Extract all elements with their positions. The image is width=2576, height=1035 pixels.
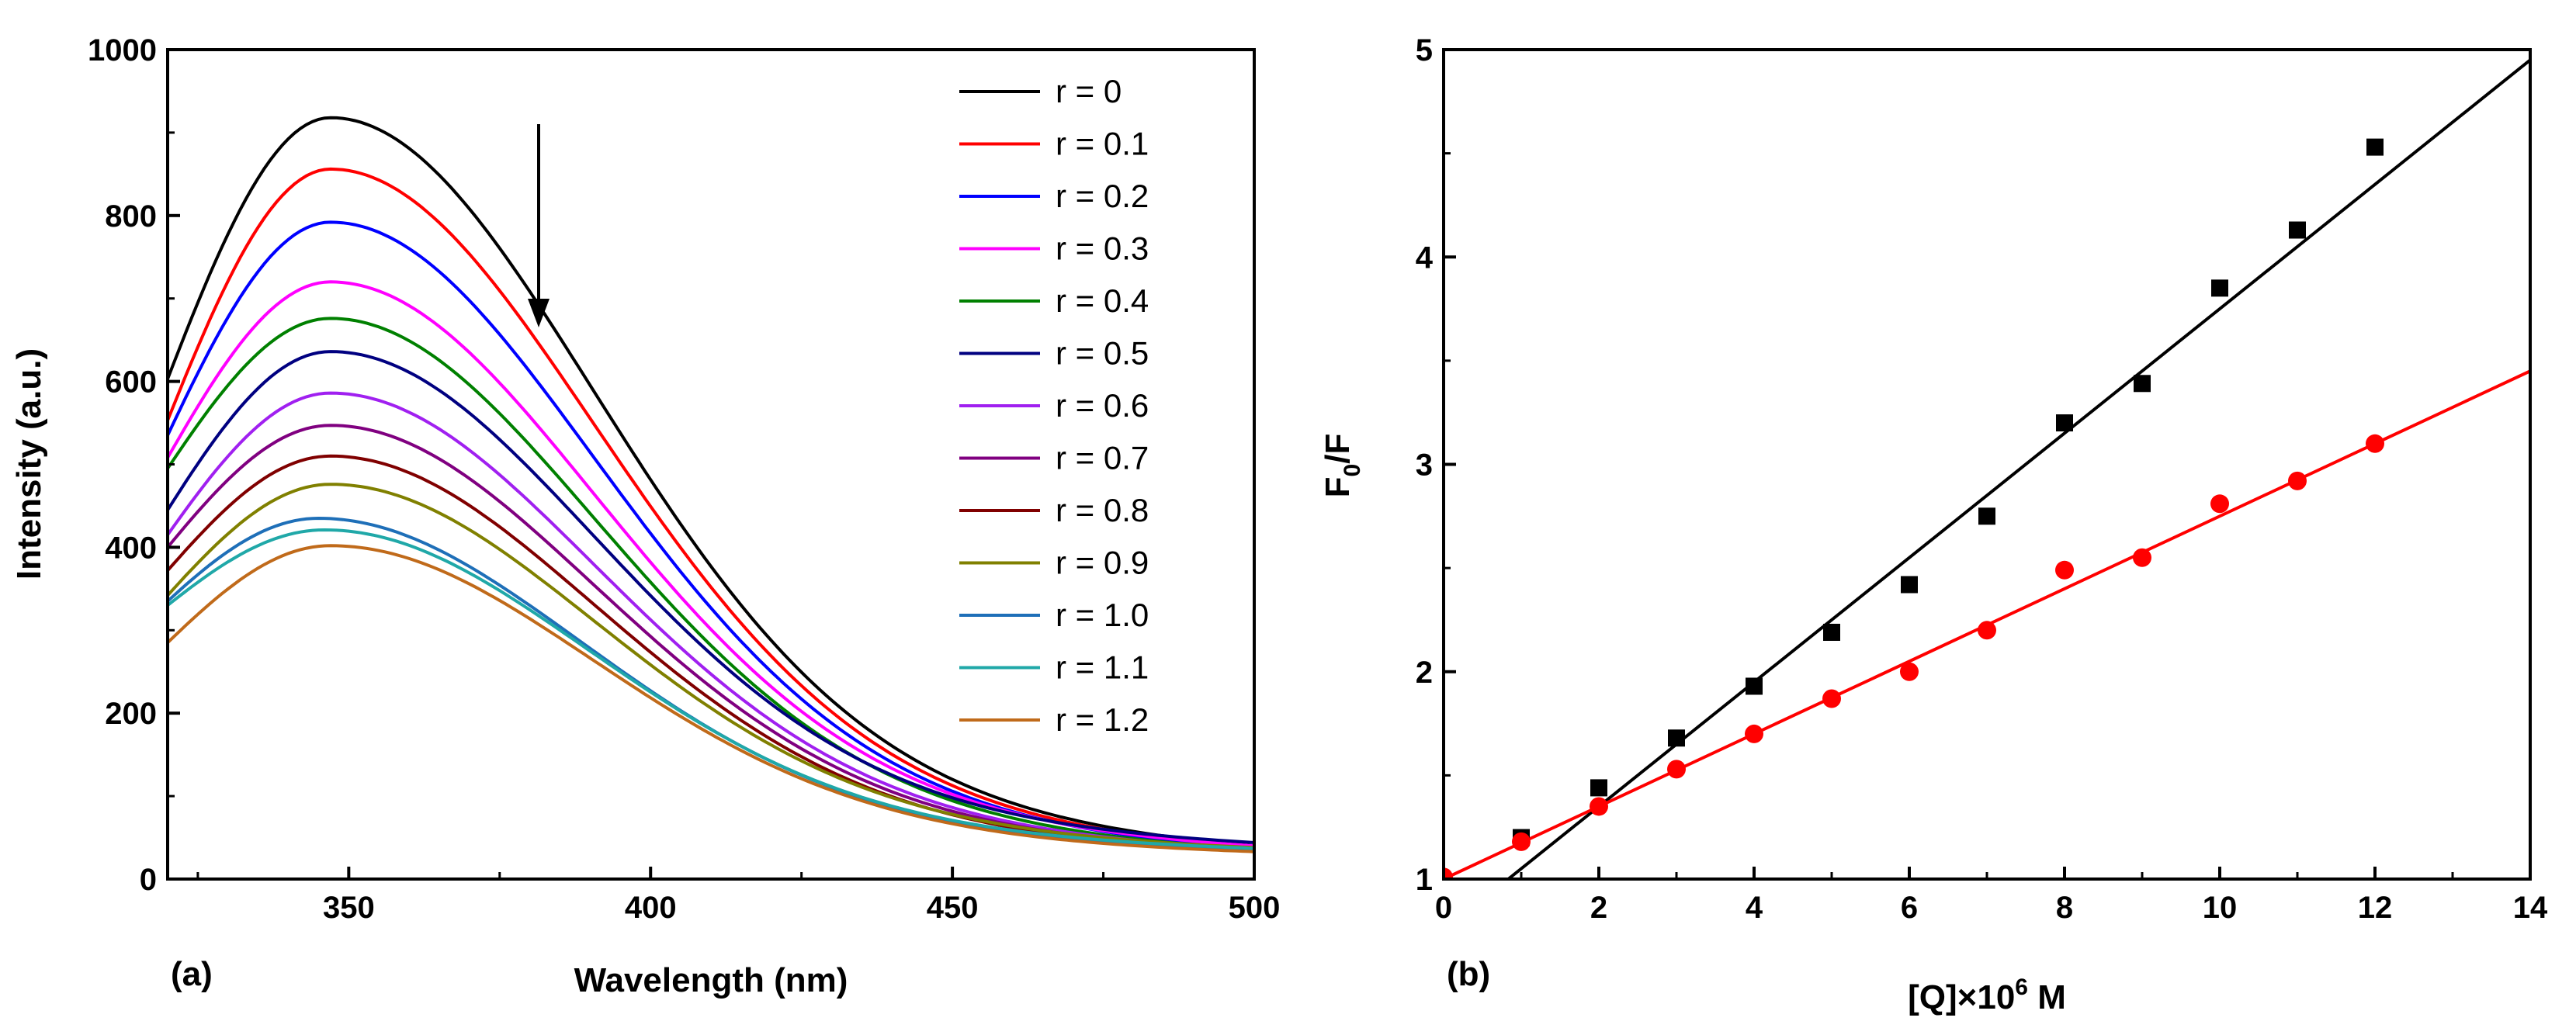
panel-label-a: (a): [171, 955, 213, 993]
legend-entry: r = 0.8: [1056, 492, 1149, 528]
legend-entry: r = 0.9: [1056, 545, 1149, 581]
decrease-arrow: [528, 124, 550, 327]
data-point-circle: [1590, 797, 1608, 816]
y-tick-label: 4: [1416, 241, 1434, 275]
spectrum-line: [166, 116, 1255, 848]
x-tick-label: 400: [625, 891, 677, 925]
emission-spectra: [166, 116, 1255, 853]
legend-entry: r = 0.4: [1056, 282, 1149, 319]
data-point-circle: [1667, 760, 1686, 779]
data-point-circle: [1978, 621, 1996, 640]
data-point-circle: [1512, 832, 1531, 851]
spectrum-line: [166, 424, 1255, 852]
data-point-square: [2056, 414, 2073, 432]
data-point-circle: [2055, 560, 2074, 580]
axis-ticks-a: 350 400 450 500 0 200 400 600 800 1000: [88, 33, 1280, 925]
x-tick-label: 6: [1901, 891, 1918, 925]
y-tick-label: 800: [105, 199, 157, 234]
legend-entry: r = 0.3: [1056, 230, 1149, 267]
legend-entry: r = 0.7: [1056, 440, 1149, 476]
y-tick-label: 1000: [88, 33, 157, 68]
legend-entry: r = 0.6: [1056, 387, 1149, 424]
plot-frame-b: [1442, 48, 2532, 881]
x-tick-label: 450: [927, 891, 979, 925]
spectrum-line: [166, 317, 1255, 851]
data-point-square: [1668, 729, 1685, 747]
fit-line: [1506, 58, 2530, 879]
spectrum-line: [166, 167, 1255, 850]
data-point-square: [2289, 221, 2306, 239]
data-point-square: [1746, 677, 1763, 695]
legend-entry: r = 0.2: [1056, 178, 1149, 214]
spectrum-line: [166, 350, 1255, 844]
y-tick-label: 0: [140, 863, 157, 897]
legend-entry: r = 0.5: [1056, 335, 1149, 372]
legend-entry: r = 1.0: [1056, 597, 1149, 633]
spectrum-line: [166, 483, 1255, 850]
data-point-circle: [1745, 724, 1763, 743]
data-point-square: [2134, 375, 2151, 393]
data-point-square: [1901, 576, 1918, 594]
x-tick-label: 500: [1229, 891, 1281, 925]
x-axis-label-b: [Q]×106 M: [1908, 974, 2066, 1016]
data-point-circle: [1900, 662, 1919, 681]
y-tick-label: 3: [1416, 448, 1433, 483]
x-tick-label: 350: [323, 891, 375, 925]
data-point-circle: [1822, 689, 1841, 708]
data-point-square: [2366, 138, 2384, 156]
y-tick-label: 5: [1416, 33, 1433, 68]
y-axis-label-a: Intensity (a.u.): [10, 348, 48, 580]
x-tick-label: 8: [2056, 891, 2073, 925]
y-tick-label: 400: [105, 531, 157, 565]
stern-volmer-plot: [1444, 58, 2530, 879]
data-point-circle: [2133, 548, 2151, 567]
x-tick-label: 12: [2358, 891, 2393, 925]
x-tick-label: 0: [1435, 891, 1452, 925]
spectrum-line: [166, 544, 1255, 853]
data-point-circle: [2288, 471, 2307, 490]
data-point-square: [1823, 623, 1840, 641]
legend-entry: r = 1.1: [1056, 649, 1149, 686]
legend-entry: r = 0: [1056, 73, 1122, 109]
data-point-circle: [1444, 867, 1453, 879]
y-tick-label: 200: [105, 697, 157, 731]
plot-area: [1444, 58, 2530, 879]
x-tick-label: 14: [2513, 891, 2548, 925]
data-point-circle: [2210, 494, 2229, 514]
spectrum-line: [166, 391, 1255, 851]
data-point-square: [1978, 507, 1995, 525]
x-tick-label: 10: [2203, 891, 2238, 925]
x-tick-label: 4: [1746, 891, 1763, 925]
x-tick-label: 2: [1590, 891, 1607, 925]
data-point-circle: [2366, 434, 2384, 453]
data-point-square: [2211, 279, 2228, 297]
y-axis-label-b: F0/F: [1319, 434, 1365, 498]
x-axis-label-a: Wavelength (nm): [574, 961, 848, 999]
legend: r = 0 r = 0.1 r = 0.2 r = 0.3 r = 0.4 r = 0.5…: [959, 73, 1149, 738]
y-tick-label: 1: [1416, 863, 1433, 897]
panel-label-b: (b): [1447, 955, 1490, 993]
y-tick-label: 2: [1416, 656, 1433, 690]
legend-entry: r = 0.1: [1056, 126, 1149, 162]
y-tick-label: 600: [105, 365, 157, 400]
spectrum-line: [166, 528, 1255, 850]
data-point-square: [1590, 779, 1607, 797]
legend-entry: r = 1.2: [1056, 701, 1149, 738]
